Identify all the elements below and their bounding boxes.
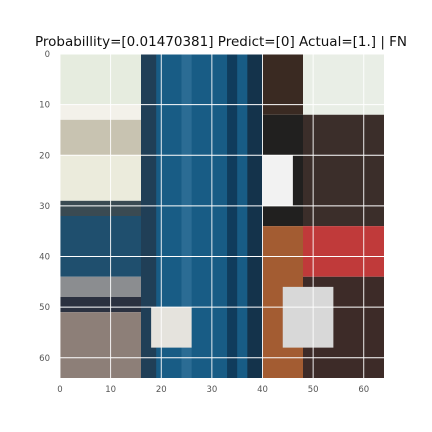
image-region <box>60 155 141 201</box>
image-region <box>60 119 141 156</box>
image-region <box>60 104 141 120</box>
image-region <box>282 286 334 348</box>
axis-ticks: 0 10 20 30 40 50 60 0 10 20 30 40 50 60 <box>39 50 369 395</box>
image-region <box>181 54 192 378</box>
grid <box>59 53 384 378</box>
y-tick-label: 20 <box>39 151 50 161</box>
image-region <box>151 307 192 348</box>
y-tick-label: 60 <box>39 354 50 364</box>
image-region <box>303 54 384 115</box>
image-region <box>262 54 303 115</box>
x-tick-label: 0 <box>57 385 62 395</box>
image-layer <box>60 54 384 378</box>
x-tick-label: 10 <box>105 385 116 395</box>
image-region <box>303 226 384 277</box>
y-tick-label: 50 <box>39 303 50 313</box>
image-region <box>60 312 141 378</box>
image-region <box>303 114 384 227</box>
y-tick-label: 0 <box>45 50 50 60</box>
x-tick-label: 20 <box>156 385 167 395</box>
image-region <box>262 155 293 206</box>
y-tick-label: 40 <box>39 253 50 263</box>
x-tick-label: 50 <box>308 385 319 395</box>
image-region <box>60 297 141 313</box>
image-region <box>60 216 141 277</box>
image-region <box>60 276 141 297</box>
chart-title: Probabillity=[0.01470381] Predict=[0] Ac… <box>35 34 407 50</box>
image-region <box>60 200 141 216</box>
image-region <box>60 54 141 105</box>
x-tick-label: 30 <box>206 385 217 395</box>
image-region <box>227 54 238 378</box>
image-region <box>141 54 157 378</box>
x-tick-label: 40 <box>257 385 268 395</box>
y-tick-label: 10 <box>39 101 50 111</box>
y-tick-label: 30 <box>39 202 50 212</box>
image-region <box>247 54 263 378</box>
x-tick-label: 60 <box>358 385 369 395</box>
